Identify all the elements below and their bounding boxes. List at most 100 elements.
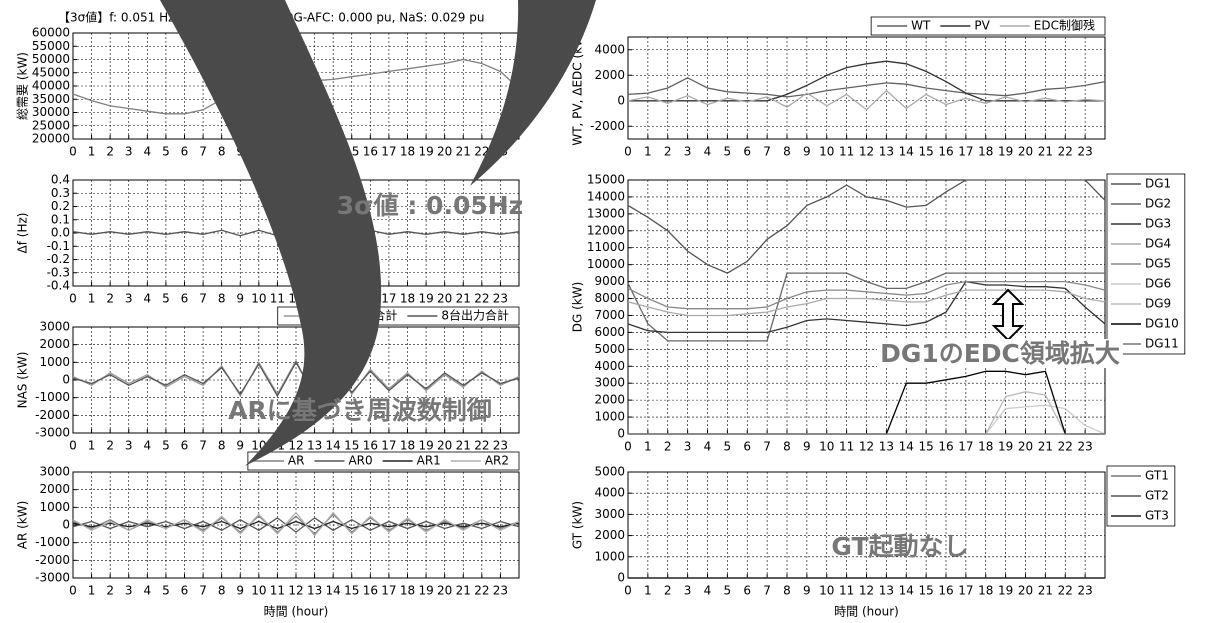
x-tick-label: 20	[1018, 584, 1033, 598]
x-tick-label: 14	[899, 584, 914, 598]
y-tick-label: -0.1	[47, 239, 70, 253]
decoration	[160, 0, 382, 466]
x-tick-label: 16	[938, 440, 953, 454]
x-tick-label: 20	[437, 439, 452, 453]
x-tick-label: 7	[199, 292, 207, 306]
x-tick-label: 18	[400, 439, 415, 453]
series-line	[72, 511, 520, 537]
y-tick-label: 30000	[32, 105, 70, 119]
y-tick-label: 4000	[594, 359, 625, 373]
x-tick-label: 7	[763, 145, 771, 159]
x-tick-label: 1	[88, 292, 96, 306]
x-tick-label: 15	[344, 439, 359, 453]
y-tick-label: 0	[617, 427, 625, 441]
x-tick-label: 1	[644, 145, 652, 159]
legend-label: EDC制御残	[1034, 18, 1095, 33]
x-tick-label: 4	[704, 584, 712, 598]
x-tick-label: 18	[978, 584, 993, 598]
x-tick-label: 11	[270, 584, 285, 598]
x-tick-label: 2	[106, 439, 114, 453]
legend-label: GT1	[1145, 469, 1169, 483]
x-tick-label: 6	[181, 145, 189, 159]
series-line	[72, 359, 520, 400]
x-tick-label: 7	[763, 584, 771, 598]
legend-label: DG10	[1145, 317, 1179, 331]
y-axis-label: WT, PV, ΔEDC (kW)	[571, 30, 585, 145]
series-line	[627, 289, 1106, 317]
x-tick-label: 18	[400, 145, 415, 159]
x-tick-label: 13	[879, 440, 894, 454]
x-tick-label: 7	[199, 439, 207, 453]
x-tick-label: 10	[251, 584, 266, 598]
x-tick-label: 16	[363, 584, 378, 598]
x-tick-label: 3	[125, 439, 133, 453]
x-tick-label: 20	[437, 584, 452, 598]
y-tick-label: 0.2	[51, 199, 70, 213]
x-tick-label: 8	[218, 584, 226, 598]
x-tick-label: 14	[899, 440, 914, 454]
y-tick-label: 11000	[587, 240, 625, 254]
series-line	[627, 89, 1106, 111]
x-tick-label: 5	[162, 584, 170, 598]
x-tick-label: 19	[998, 584, 1013, 598]
x-tick-label: 18	[400, 292, 415, 306]
legend-label: WT	[911, 19, 931, 33]
x-tick-label: 22	[1058, 145, 1073, 159]
series-line	[72, 360, 520, 398]
legend-label: DG3	[1145, 217, 1171, 231]
y-tick-label: 3000	[39, 465, 70, 479]
y-tick-label: 55000	[32, 39, 70, 53]
x-tick-label: 4	[144, 145, 152, 159]
x-tick-label: 8	[218, 292, 226, 306]
y-tick-label: 0	[617, 571, 625, 585]
x-tick-label: 9	[803, 440, 811, 454]
series-line	[627, 272, 1105, 342]
x-tick-label: 3	[684, 145, 692, 159]
x-tick-label: 16	[938, 145, 953, 159]
y-axis-label: AR (kW)	[16, 501, 30, 550]
x-tick-label: 8	[783, 145, 791, 159]
x-tick-label: 7	[199, 145, 207, 159]
annotations: 3σ値 : 0.05Hz ARに基づき周波数制御 DG1のEDC領域拡大 GT起動なし	[228, 191, 1123, 561]
y-tick-label: 0.0	[51, 226, 70, 240]
x-tick-label: 19	[418, 584, 433, 598]
x-tick-label: 10	[819, 145, 834, 159]
x-tick-label: 23	[1077, 584, 1092, 598]
x-tick-label: 14	[899, 145, 914, 159]
y-tick-label: 25000	[32, 118, 70, 132]
y-tick-label: 1000	[39, 500, 70, 514]
x-tick-label: 17	[958, 440, 973, 454]
y-axis-label: GT (kW)	[571, 501, 585, 549]
x-tick-label: 0	[624, 440, 632, 454]
x-tick-label: 3	[125, 292, 133, 306]
y-tick-label: 0	[617, 93, 625, 107]
legend-label: GT2	[1145, 489, 1169, 503]
y-tick-label: 1000	[39, 355, 70, 369]
x-tick-label: 0	[624, 584, 632, 598]
x-tick-label: 11	[839, 145, 854, 159]
legend-label: DG9	[1145, 297, 1171, 311]
y-tick-label: -0.3	[47, 265, 70, 279]
y-tick-label: 7000	[594, 308, 625, 322]
x-tick-label: 19	[418, 439, 433, 453]
legend-label: GT3	[1145, 509, 1169, 523]
y-tick-label: 0.3	[51, 186, 70, 200]
legend-label: AR0	[348, 454, 372, 468]
y-tick-label: 35000	[32, 92, 70, 106]
x-tick-label: 3	[684, 584, 692, 598]
x-tick-label: 13	[879, 145, 894, 159]
y-tick-label: 4000	[594, 486, 625, 500]
x-tick-label: 1	[644, 584, 652, 598]
x-tick-label: 22	[474, 292, 489, 306]
y-axis-label: Δf (Hz)	[16, 213, 30, 254]
x-tick-label: 19	[418, 145, 433, 159]
legend-label: DG6	[1145, 277, 1171, 291]
x-tick-label: 2	[664, 440, 672, 454]
x-tick-label: 21	[456, 145, 471, 159]
x-tick-label: 2	[106, 145, 114, 159]
y-tick-label: -3000	[35, 426, 70, 440]
y-tick-label: 14000	[587, 189, 625, 203]
